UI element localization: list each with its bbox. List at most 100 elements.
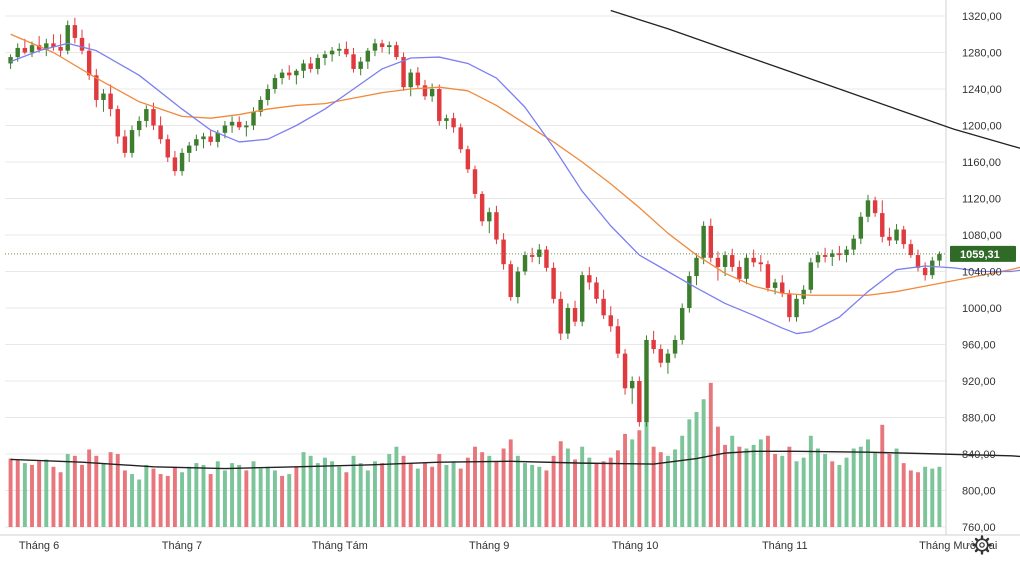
volume-bar [165, 475, 170, 527]
volume-bar [465, 457, 470, 527]
price-tick-label: 1240,00 [962, 84, 1002, 96]
time-tick-label: Tháng 10 [612, 540, 658, 552]
volume-bar [694, 412, 699, 527]
volume-bar [315, 463, 320, 527]
volume-bar [751, 444, 756, 527]
volume-bar [294, 466, 299, 527]
volume-bar [351, 455, 356, 527]
candle-body [472, 169, 478, 194]
candle-body [615, 326, 621, 354]
candle-body [315, 57, 321, 69]
volume-bar [344, 472, 349, 527]
volume-bar [830, 461, 835, 527]
candle-body [215, 132, 220, 142]
volume-bar [65, 454, 70, 527]
candle-body [358, 61, 363, 69]
volume-bar [758, 439, 763, 527]
volume-bar [473, 446, 477, 527]
time-tick-label: Tháng 7 [162, 540, 202, 552]
candle-body [930, 260, 935, 276]
volume-bar [301, 452, 306, 527]
candle-body [308, 63, 313, 69]
volume-bar [587, 457, 592, 527]
time-tick-label: Tháng 11 [762, 540, 808, 552]
gear-icon[interactable] [972, 535, 992, 555]
candle-body [22, 47, 28, 53]
candle-body [179, 152, 185, 172]
candle-body [622, 353, 628, 389]
volume-bar [523, 463, 527, 527]
volume-bar [916, 472, 920, 527]
candle-body [294, 70, 299, 76]
volume-bar [130, 474, 135, 527]
candle-body [629, 381, 635, 389]
price-tick-label: 1120,00 [962, 194, 1001, 206]
candle-body [765, 264, 771, 288]
volume-bar [458, 468, 463, 527]
candle-body [815, 255, 821, 263]
candle-body [365, 50, 371, 62]
price-tick-label: 840,00 [962, 449, 996, 461]
volume-bar [423, 463, 427, 527]
volume-bar [630, 439, 635, 527]
candle-body [287, 72, 292, 76]
price-tick-label: 1040,00 [962, 267, 1002, 279]
candle-body [208, 136, 213, 142]
candle-body [351, 54, 356, 69]
volume-bar [723, 444, 728, 527]
time-axis[interactable]: Tháng 6 Tháng 7 Tháng Tám Tháng 9 Tháng 10 Th… [19, 540, 1020, 552]
volume-bar [415, 468, 420, 527]
candle-body [165, 139, 170, 158]
time-tick-label: Tháng Tám [312, 540, 368, 552]
volume-bar [222, 470, 227, 527]
volume-bar [37, 461, 42, 527]
volume-bar [244, 470, 249, 527]
candle-body [694, 257, 699, 277]
candle-body [665, 353, 671, 363]
volume-bar [80, 464, 84, 527]
volume-bar [322, 457, 327, 527]
price-tick-label: 1280,00 [962, 48, 1002, 60]
volume-bar [737, 446, 742, 527]
price-axis[interactable]: 1320,00 1280,00 1240,00 1200,00 1160,00 1120,… [962, 11, 1002, 534]
candle-body [708, 225, 714, 258]
price-tick-label: 920,00 [962, 376, 996, 388]
candle-body [279, 72, 285, 79]
candle-body [344, 48, 349, 55]
candle-body [872, 200, 878, 214]
candle-body [451, 118, 456, 128]
candle-body [908, 244, 914, 256]
candle-body [880, 213, 885, 237]
candle-body [322, 54, 328, 58]
candle-body [544, 249, 549, 268]
candle-body [701, 225, 706, 258]
moving-average-lines [10, 9, 1020, 335]
volume-bar [108, 452, 113, 527]
candle-body [58, 47, 63, 51]
volume-bar [394, 446, 399, 527]
volume-bar [551, 455, 556, 527]
volume-bar [272, 470, 277, 527]
volume-bar [765, 435, 770, 527]
candle-body [201, 136, 206, 140]
candle-body [51, 43, 56, 48]
candle-body [587, 275, 592, 283]
candle-body [772, 282, 778, 288]
volume-bar [844, 457, 849, 527]
volume-bar [544, 470, 549, 527]
candle-body [422, 85, 428, 97]
candle-body [458, 127, 463, 150]
volume-bar [773, 454, 778, 527]
volume-bar [401, 455, 406, 527]
candle-body [672, 339, 678, 354]
volume-bar [780, 455, 785, 527]
candle-body [115, 109, 120, 137]
volume-bar [287, 474, 292, 527]
volume-bar [901, 463, 906, 527]
candle-body [194, 139, 199, 146]
volume-bar [308, 455, 313, 527]
volume-bar [787, 446, 792, 527]
volume-bar [158, 474, 163, 527]
candle-body [822, 255, 828, 257]
